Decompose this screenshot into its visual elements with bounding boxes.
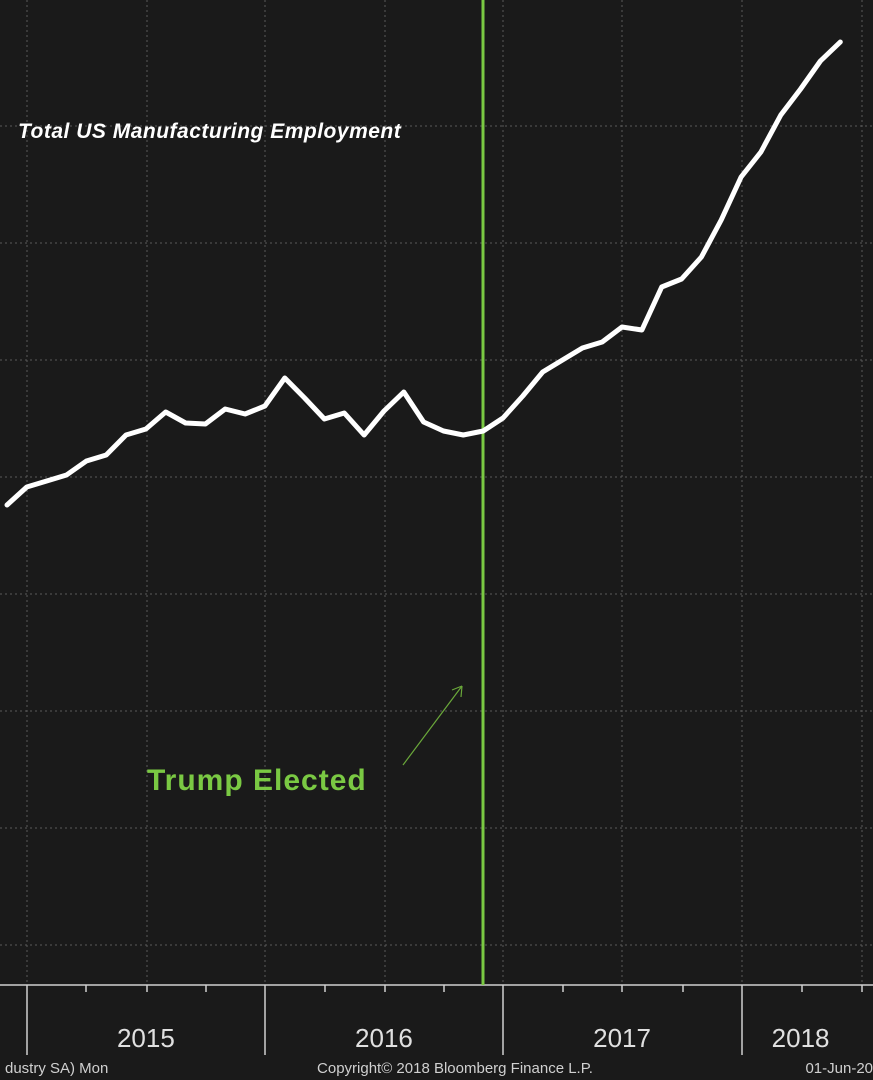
- footer-right: 01-Jun-20: [805, 1060, 873, 1077]
- annotation-arrowhead: [451, 685, 463, 698]
- x-tick-label: 2016: [355, 1023, 413, 1053]
- x-tick-label: 2015: [117, 1023, 175, 1053]
- footer-left: dustry SA) Mon: [5, 1060, 108, 1077]
- x-tick-label: 2017: [593, 1023, 651, 1053]
- grid: [0, 0, 873, 985]
- annotation-arrow: [402, 685, 463, 766]
- footer-center: Copyright© 2018 Bloomberg Finance L.P.: [317, 1060, 593, 1077]
- annotation: Trump Elected: [147, 764, 367, 797]
- chart-title: Total US Manufacturing Employment: [18, 120, 402, 143]
- x-tick-label: 2018: [772, 1023, 830, 1053]
- series-line: [4, 39, 843, 508]
- x-axis-ticks: [26, 985, 863, 1055]
